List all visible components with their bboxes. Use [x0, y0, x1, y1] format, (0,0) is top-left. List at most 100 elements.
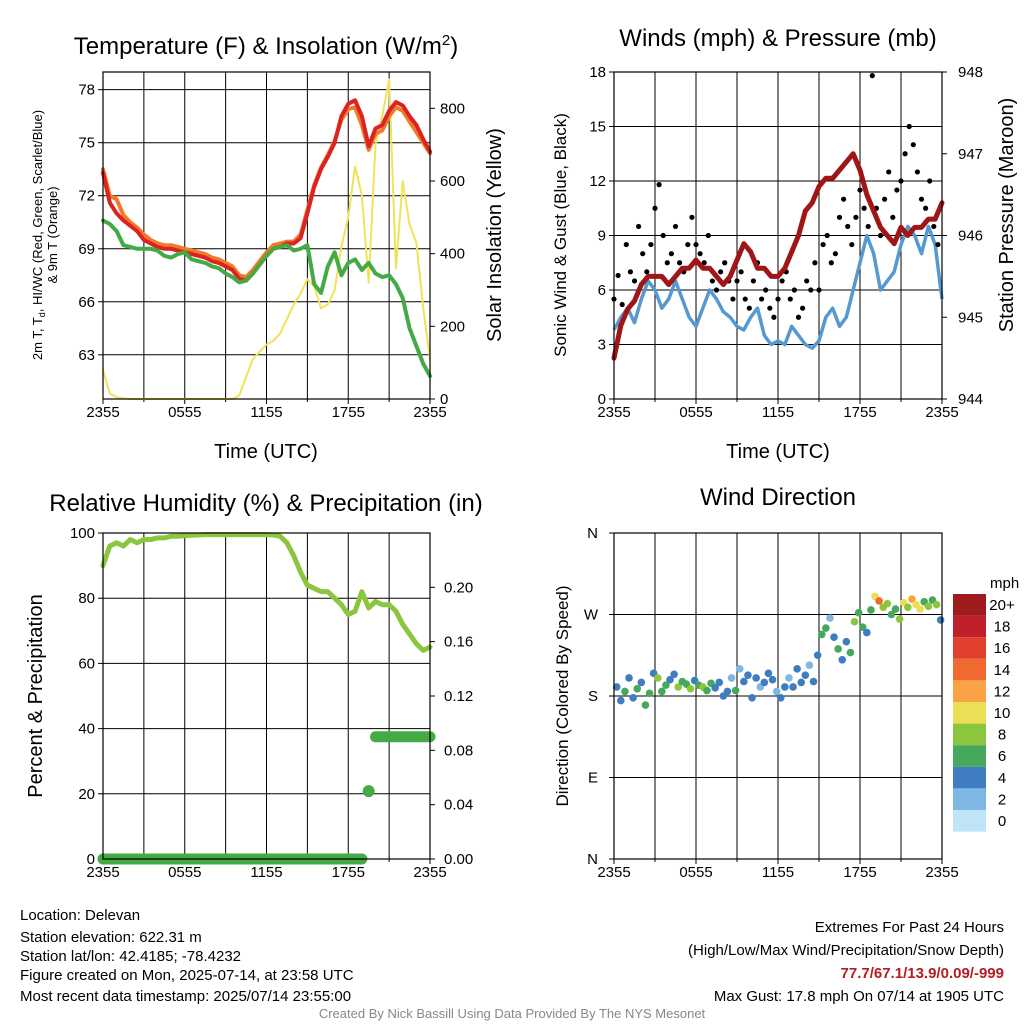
direction-point	[854, 608, 863, 617]
direction-point	[612, 683, 621, 691]
direction-point	[662, 681, 670, 689]
gust-point	[701, 260, 707, 266]
gust-point	[693, 241, 699, 248]
direction-point	[752, 674, 760, 682]
gust-point	[800, 305, 806, 311]
winds-pressure-plot: 2355 0555 1155 1755 235503691215189449459469…	[589, 64, 983, 421]
y-tick-label: 78	[78, 82, 95, 99]
y-tick-label: 80	[78, 590, 95, 607]
y-tick-label: 9	[598, 228, 606, 245]
direction-point	[813, 651, 822, 660]
gust-point	[750, 278, 757, 284]
gust-point	[894, 187, 900, 193]
x-tick-label: 0555	[679, 864, 712, 881]
gust-point	[763, 287, 769, 293]
gust-point	[705, 232, 711, 239]
gust-point	[935, 241, 941, 248]
gust-point	[713, 287, 720, 293]
y2-tick-label: 600	[440, 173, 465, 190]
direction-point	[826, 614, 834, 622]
direction-point	[842, 637, 851, 646]
direction-point	[748, 694, 756, 702]
direction-point	[932, 600, 941, 609]
legend-label: 10	[994, 705, 1011, 722]
gust-point	[689, 214, 695, 220]
y-tick-label: 0	[598, 391, 606, 408]
x-tick-label: 1155	[250, 404, 282, 421]
gust-point	[853, 214, 859, 220]
y-tick-label: 3	[598, 337, 606, 354]
y-tick-label: 75	[78, 135, 95, 152]
x-tick-label: 1155	[762, 404, 794, 421]
precip-point	[362, 785, 375, 798]
gust-point	[779, 278, 785, 284]
y2-tick-label: 0.04	[444, 797, 473, 814]
direction-point	[875, 597, 883, 605]
direction-point	[760, 678, 769, 687]
legend-label: 8	[998, 727, 1006, 744]
direction-point	[801, 671, 810, 679]
direction-point	[772, 687, 781, 696]
gust-point	[631, 278, 638, 284]
gust-point	[648, 241, 654, 248]
gust-point	[812, 260, 818, 266]
gust-point	[877, 232, 884, 239]
y-tick-label: 20	[78, 786, 95, 803]
x-tick-label: 2355	[86, 404, 119, 421]
direction-point	[817, 630, 826, 639]
temp-ylabel-left: 2m T, Td, HI/WC (Red, Green, Scarlet/Blu…	[30, 110, 47, 360]
gust-point	[824, 232, 830, 239]
direction-point	[867, 606, 875, 614]
direction-point	[850, 617, 859, 626]
rh-precip-plot: 2355 0555 1155 1755 23550204060801000.000.04…	[70, 525, 473, 881]
gust-point	[804, 278, 810, 284]
series-line-td	[101, 218, 432, 379]
legend-swatch	[953, 810, 986, 832]
legend-swatch	[953, 766, 986, 789]
gust-point	[816, 287, 822, 293]
temp-insolation-plot: 2355 0555 1155 1755 2355 63 66 69 72 75 78 0 200 400 6…	[78, 71, 465, 421]
y2-tick-label: 0.08	[444, 742, 473, 759]
y2-tick-label: 0.20	[444, 579, 473, 596]
gust-point	[861, 205, 867, 211]
gust-point	[677, 260, 683, 266]
max-gust: Max Gust: 17.8 mph On 07/14 at 1905 UTC	[713, 988, 1004, 1005]
gust-point	[898, 178, 904, 184]
gust-point	[623, 241, 629, 248]
y-tick-label: 15	[589, 119, 606, 136]
legend-swatch	[953, 723, 986, 746]
extremes-title: Extremes For Past 24 Hours	[814, 919, 1004, 936]
gust-point	[910, 142, 916, 148]
x-tick-label: 2355	[925, 864, 958, 881]
direction-point	[936, 616, 945, 624]
gust-point	[927, 178, 933, 184]
direction-point	[904, 603, 912, 612]
y-tick-label: 6	[598, 282, 606, 299]
gust-point	[808, 287, 814, 293]
direction-point	[895, 615, 904, 623]
gust-point	[615, 272, 621, 279]
direction-point	[731, 686, 740, 695]
series-line-relative-humidity	[100, 532, 433, 653]
winds-xlabel: Time (UTC)	[726, 441, 830, 463]
gust-point	[619, 301, 625, 308]
direction-point	[633, 684, 642, 693]
direction-point	[653, 674, 662, 682]
gust-point	[775, 296, 781, 302]
y2-tick-label: 200	[440, 318, 465, 335]
legend-swatch	[953, 745, 986, 767]
temp-ylabel-left-line2: & 9m T (Orange)	[45, 186, 60, 283]
y2-tick-label: 0	[440, 391, 448, 408]
gust-point	[668, 251, 675, 257]
gust-point	[640, 251, 646, 257]
legend-swatch	[953, 637, 986, 659]
series-line-sonic-wind	[612, 224, 944, 350]
x-tick-label: 0555	[168, 404, 201, 421]
direction-point	[735, 665, 744, 673]
y-tick-label: 12	[589, 173, 606, 190]
y-tick-label: N	[587, 525, 598, 542]
x-tick-label: 1155	[250, 864, 282, 881]
direction-point	[617, 696, 625, 705]
gust-point	[791, 287, 798, 293]
